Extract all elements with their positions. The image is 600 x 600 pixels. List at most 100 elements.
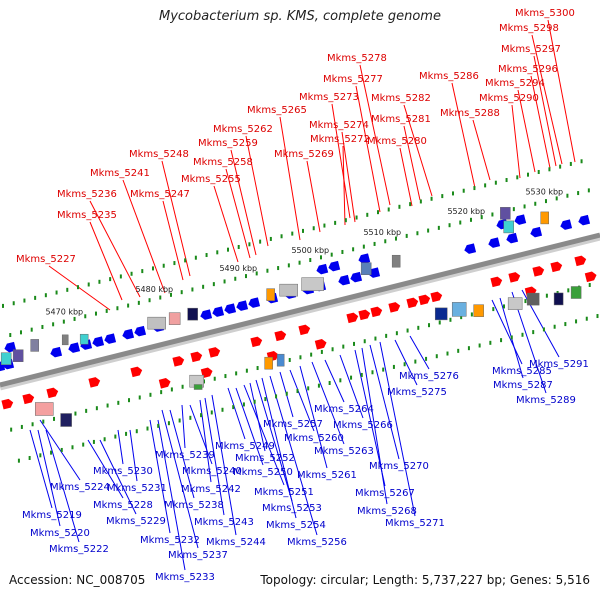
gene-label-reverse: Mkms_5285	[492, 366, 552, 377]
outer-forward-tick	[50, 450, 53, 455]
outer-reverse-tick	[269, 236, 272, 241]
outer-forward-tick	[317, 383, 320, 388]
outer-reverse-tick	[419, 199, 422, 204]
reverse-gene-arrow	[506, 232, 519, 244]
forward-gene-arrow	[130, 366, 143, 378]
forward-gene-arrow	[298, 324, 311, 336]
outer-forward-tick	[92, 439, 95, 444]
feature-box	[279, 283, 298, 297]
outer-forward-tick	[232, 405, 235, 410]
outer-forward-tick	[467, 346, 470, 351]
gene-label-reverse: Mkms_5244	[206, 537, 266, 548]
feature-box	[276, 353, 285, 367]
leader-line	[161, 160, 191, 277]
outer-reverse-tick	[66, 287, 69, 292]
outer-forward-tick	[114, 434, 117, 439]
outer-forward-tick	[135, 429, 138, 434]
inner-forward-tick	[235, 371, 238, 376]
leader-line	[324, 359, 345, 403]
outer-forward-tick	[296, 389, 299, 394]
inner-reverse-tick	[512, 207, 515, 212]
leader-line	[117, 429, 124, 465]
outer-forward-tick	[221, 407, 224, 412]
forward-gene-arrow	[370, 306, 383, 318]
gene-label-forward: Mkms_5294	[485, 78, 545, 89]
leader-line	[169, 409, 195, 499]
leader-line	[189, 404, 213, 465]
inner-reverse-tick	[116, 306, 119, 311]
forward-gene-arrow	[346, 312, 359, 324]
outer-forward-tick	[264, 397, 267, 402]
outer-forward-tick	[350, 375, 353, 380]
outer-reverse-tick	[409, 202, 412, 207]
leader-line	[211, 394, 237, 536]
outer-reverse-tick	[184, 258, 187, 263]
outer-forward-tick	[210, 410, 213, 415]
feature-box	[553, 292, 564, 306]
gene-label-reverse: Mkms_5257	[263, 419, 323, 430]
inner-reverse-tick	[298, 260, 301, 265]
leader-line	[230, 149, 257, 256]
inner-reverse-tick	[191, 287, 194, 292]
reverse-gene-arrow	[358, 253, 371, 264]
inner-reverse-tick	[287, 263, 290, 268]
inner-reverse-tick	[212, 282, 215, 287]
outer-reverse-tick	[505, 178, 508, 183]
gene-label-reverse: Mkms_5232	[140, 535, 200, 546]
leader-line	[289, 369, 315, 432]
outer-forward-tick	[307, 386, 310, 391]
outer-reverse-tick	[98, 279, 101, 284]
forward-gene-arrow	[584, 271, 597, 283]
inner-forward-tick	[149, 392, 152, 397]
inner-reverse-tick	[555, 196, 558, 201]
inner-reverse-tick	[244, 274, 247, 279]
inner-reverse-tick	[255, 271, 258, 276]
inner-reverse-tick	[266, 268, 269, 273]
feature-box	[147, 316, 166, 330]
inner-forward-tick	[395, 331, 398, 336]
outer-forward-tick	[446, 351, 449, 356]
outer-forward-tick	[167, 421, 170, 426]
feature-box	[570, 286, 582, 299]
gene-label-forward: Mkms_5274	[309, 120, 369, 131]
inner-forward-tick	[245, 368, 248, 373]
gene-label-reverse: Mkms_5222	[49, 544, 109, 555]
leader-line	[530, 75, 551, 169]
feature-box	[500, 207, 511, 220]
forward-gene-arrow	[88, 377, 101, 388]
feature-box	[301, 277, 324, 291]
inner-reverse-tick	[384, 239, 387, 244]
forward-gene-arrow	[406, 297, 419, 309]
outer-forward-tick	[339, 378, 342, 383]
feature-box	[503, 220, 514, 234]
inner-forward-tick	[470, 312, 473, 317]
leader-line	[87, 439, 124, 499]
leader-line	[99, 439, 137, 515]
inner-forward-tick	[128, 398, 131, 403]
outer-forward-tick	[457, 348, 460, 353]
reverse-gene-arrow	[212, 306, 225, 317]
inner-reverse-tick	[127, 303, 130, 308]
inner-forward-tick	[85, 408, 88, 413]
outer-reverse-tick	[280, 234, 283, 239]
inner-forward-tick	[10, 427, 13, 432]
outer-reverse-tick	[516, 175, 519, 180]
outer-reverse-tick	[55, 290, 58, 295]
forward-gene-arrow	[22, 393, 35, 405]
outer-reverse-tick	[484, 183, 487, 188]
outer-forward-tick	[71, 445, 74, 450]
leader-line	[339, 354, 364, 419]
gene-label-reverse: Mkms_5263	[314, 446, 374, 457]
leader-line	[45, 429, 80, 543]
gene-label-reverse: Mkms_5233	[155, 572, 215, 583]
outer-reverse-tick	[430, 196, 433, 201]
leader-line	[162, 200, 184, 281]
inner-forward-tick	[213, 376, 216, 381]
gene-label-reverse: Mkms_5240	[182, 466, 242, 477]
feature-box	[34, 402, 54, 416]
outer-reverse-tick	[387, 207, 390, 212]
kbp-tick-label: 5520 kbp	[447, 207, 485, 216]
outer-forward-tick	[564, 322, 567, 327]
outer-forward-tick	[403, 362, 406, 367]
